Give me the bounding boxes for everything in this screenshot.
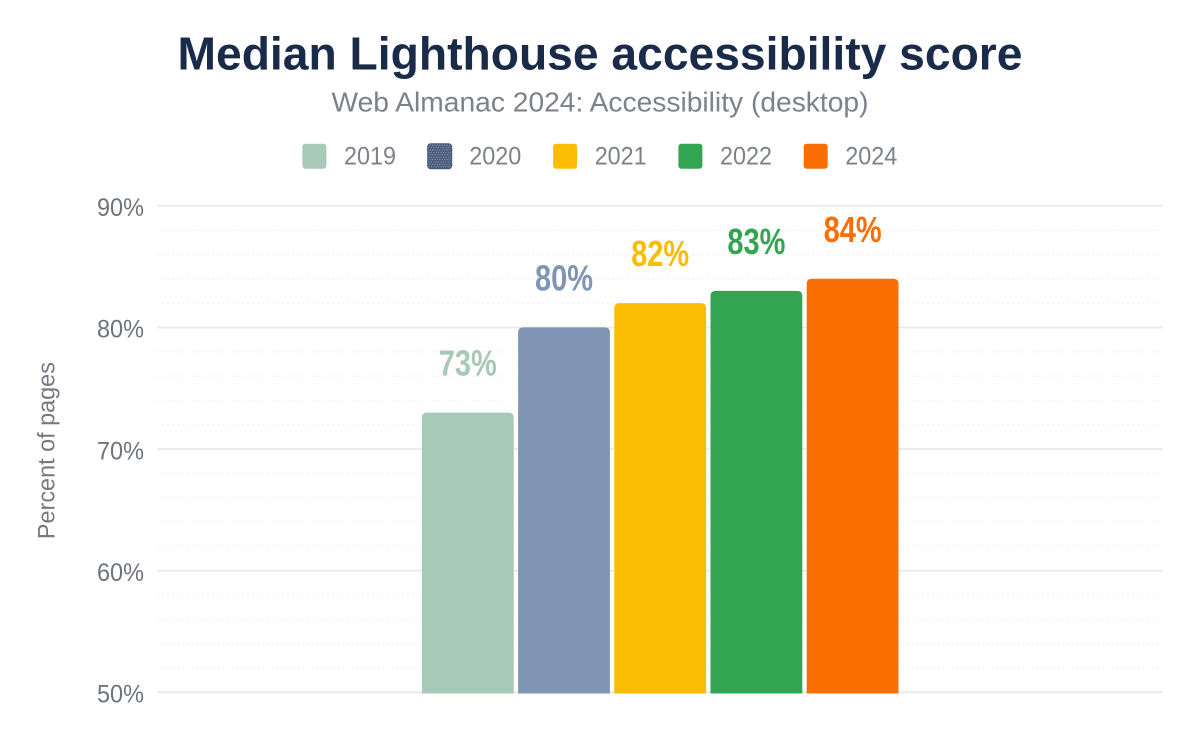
svg-text:2020: 2020 <box>469 142 521 170</box>
svg-text:2022: 2022 <box>720 142 772 170</box>
svg-text:90%: 90% <box>97 194 144 222</box>
svg-text:70%: 70% <box>97 437 144 465</box>
svg-text:83%: 83% <box>727 221 785 262</box>
svg-text:84%: 84% <box>824 209 882 250</box>
svg-text:2024: 2024 <box>845 142 897 170</box>
svg-text:82%: 82% <box>631 233 689 274</box>
svg-text:60%: 60% <box>97 559 144 587</box>
svg-text:80%: 80% <box>535 257 593 298</box>
svg-text:73%: 73% <box>439 343 497 384</box>
svg-text:2019: 2019 <box>344 142 396 170</box>
svg-text:Percent of pages: Percent of pages <box>33 362 60 539</box>
svg-text:Web Almanac 2024: Accessibilit: Web Almanac 2024: Accessibility (desktop… <box>332 87 869 118</box>
svg-text:80%: 80% <box>97 316 144 344</box>
svg-text:50%: 50% <box>97 681 144 709</box>
svg-text:2021: 2021 <box>595 142 647 170</box>
svg-text:Median Lighthouse accessibilit: Median Lighthouse accessibility score <box>178 28 1023 80</box>
